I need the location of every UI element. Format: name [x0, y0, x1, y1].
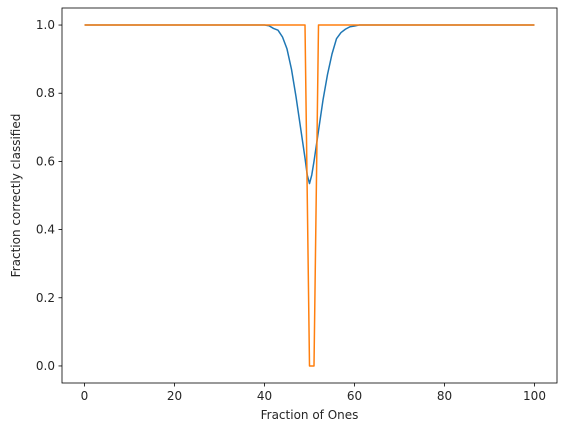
y-tick-label: 1.0 — [36, 18, 55, 32]
x-tick-label: 100 — [523, 389, 546, 403]
x-tick-label: 80 — [437, 389, 452, 403]
x-tick-label: 0 — [81, 389, 89, 403]
x-tick-label: 20 — [167, 389, 182, 403]
series-2-line — [84, 24, 535, 367]
series-group — [84, 24, 535, 367]
axes-frame — [61, 7, 558, 384]
x-tick-label: 60 — [347, 389, 362, 403]
y-axis-label: Fraction correctly classified — [9, 114, 23, 278]
x-tick-label: 40 — [257, 389, 272, 403]
y-tick-label: 0.2 — [36, 291, 55, 305]
y-tick-label: 0.6 — [36, 154, 55, 168]
series-1-line — [84, 24, 535, 185]
y-axis-ticks: 0.0 0.2 0.4 0.6 0.8 1.0 — [36, 18, 62, 373]
y-tick-label: 0.0 — [36, 359, 55, 373]
y-tick-label: 0.4 — [36, 223, 55, 237]
x-axis-ticks: 0 20 40 60 80 100 — [81, 383, 546, 403]
x-axis-label: Fraction of Ones — [261, 408, 359, 422]
y-tick-label: 0.8 — [36, 86, 55, 100]
